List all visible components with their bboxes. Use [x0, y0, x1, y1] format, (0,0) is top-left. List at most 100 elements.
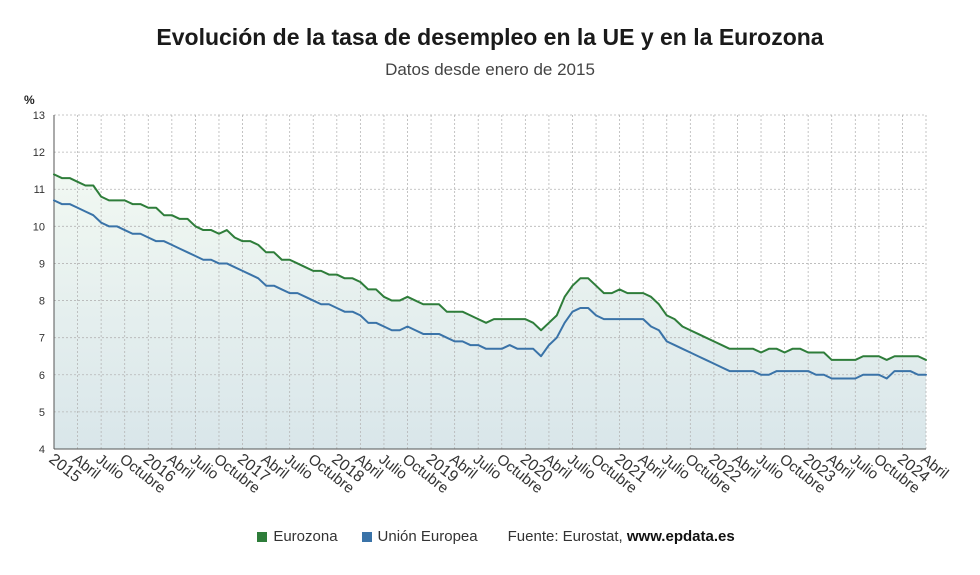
- data-point-union-europea: [131, 233, 133, 235]
- data-point-union-europea: [304, 296, 306, 298]
- data-point-union-europea: [367, 322, 369, 324]
- data-point-eurozona: [917, 355, 919, 357]
- data-point-union-europea: [791, 370, 793, 372]
- y-tick-label-7: 7: [39, 333, 45, 345]
- line-area-chart: % 456789101112132015AbrilJulioOctubre201…: [24, 93, 952, 497]
- data-point-union-europea: [901, 370, 903, 372]
- data-point-union-europea: [61, 203, 63, 205]
- data-point-union-europea: [147, 236, 149, 238]
- data-point-union-europea: [344, 311, 346, 313]
- data-point-union-europea: [587, 307, 589, 309]
- legend-swatch-union-europea: [361, 531, 372, 542]
- data-point-union-europea: [336, 307, 338, 309]
- data-point-union-europea: [674, 344, 676, 346]
- data-point-eurozona: [697, 333, 699, 335]
- source-link[interactable]: www.epdata.es: [626, 528, 735, 545]
- chart-title: Evolución de la tasa de desempleo en la …: [156, 24, 824, 50]
- data-point-eurozona: [729, 348, 731, 350]
- data-point-eurozona: [870, 355, 872, 357]
- data-point-union-europea: [564, 322, 566, 324]
- data-point-union-europea: [878, 374, 880, 376]
- data-point-eurozona: [524, 318, 526, 320]
- data-point-union-europea: [666, 340, 668, 342]
- source-credit: Fuente: Eurostat, www.epdata.es: [508, 528, 735, 545]
- data-point-union-europea: [744, 370, 746, 372]
- data-point-eurozona: [815, 351, 817, 353]
- data-point-union-europea: [650, 325, 652, 327]
- data-point-union-europea: [925, 374, 927, 376]
- data-point-eurozona: [642, 292, 644, 294]
- data-point-union-europea: [626, 318, 628, 320]
- data-point-union-europea: [84, 210, 86, 212]
- data-point-eurozona: [854, 359, 856, 361]
- data-point-union-europea: [783, 370, 785, 372]
- data-point-union-europea: [108, 225, 110, 227]
- data-point-union-europea: [619, 318, 621, 320]
- legend-swatch-eurozona: [257, 531, 268, 542]
- data-point-union-europea: [446, 337, 448, 339]
- y-tick-label-8: 8: [39, 296, 45, 308]
- data-point-union-europea: [477, 344, 479, 346]
- data-point-union-europea: [92, 214, 94, 216]
- data-point-eurozona: [312, 270, 314, 272]
- legend-label-eurozona: Eurozona: [273, 528, 338, 545]
- data-point-union-europea: [265, 285, 267, 287]
- data-point-eurozona: [194, 225, 196, 227]
- data-point-union-europea: [422, 333, 424, 335]
- data-point-eurozona: [862, 355, 864, 357]
- data-point-eurozona: [721, 344, 723, 346]
- series-line-union-europea: [53, 199, 927, 380]
- data-point-union-europea: [556, 337, 558, 339]
- data-point-union-europea: [768, 374, 770, 376]
- legend-item-union-europea: Unión Europea: [361, 528, 478, 545]
- data-point-eurozona: [328, 273, 330, 275]
- data-point-eurozona: [823, 351, 825, 353]
- data-point-eurozona: [713, 340, 715, 342]
- data-point-union-europea: [438, 333, 440, 335]
- data-point-union-europea: [163, 240, 165, 242]
- data-point-eurozona: [469, 314, 471, 316]
- data-point-union-europea: [351, 311, 353, 313]
- data-point-union-europea: [493, 348, 495, 350]
- data-point-eurozona: [909, 355, 911, 357]
- data-point-union-europea: [689, 351, 691, 353]
- data-point-union-europea: [846, 377, 848, 379]
- data-point-eurozona: [179, 218, 181, 220]
- data-point-eurozona: [509, 318, 511, 320]
- data-point-union-europea: [194, 255, 196, 257]
- data-point-eurozona: [61, 177, 63, 179]
- data-point-eurozona: [383, 296, 385, 298]
- data-point-union-europea: [579, 307, 581, 309]
- data-point-eurozona: [901, 355, 903, 357]
- y-tick-label-13: 13: [33, 110, 45, 122]
- data-point-eurozona: [391, 299, 393, 301]
- data-point-eurozona: [477, 318, 479, 320]
- data-point-eurozona: [320, 270, 322, 272]
- data-point-union-europea: [634, 318, 636, 320]
- data-point-union-europea: [917, 374, 919, 376]
- data-point-eurozona: [84, 184, 86, 186]
- y-axis-unit-label: %: [24, 93, 35, 107]
- data-point-union-europea: [281, 288, 283, 290]
- data-point-union-europea: [886, 377, 888, 379]
- data-point-union-europea: [705, 359, 707, 361]
- data-point-union-europea: [249, 273, 251, 275]
- data-point-union-europea: [642, 318, 644, 320]
- data-point-union-europea: [461, 340, 463, 342]
- data-point-eurozona: [438, 303, 440, 305]
- data-point-eurozona: [807, 351, 809, 353]
- data-point-union-europea: [540, 355, 542, 357]
- data-point-eurozona: [163, 214, 165, 216]
- data-point-union-europea: [807, 370, 809, 372]
- data-point-eurozona: [234, 236, 236, 238]
- data-point-union-europea: [823, 374, 825, 376]
- data-point-union-europea: [273, 285, 275, 287]
- data-point-eurozona: [548, 322, 550, 324]
- data-point-union-europea: [226, 262, 228, 264]
- data-point-union-europea: [171, 244, 173, 246]
- data-point-eurozona: [92, 184, 94, 186]
- data-point-eurozona: [493, 318, 495, 320]
- data-point-eurozona: [736, 348, 738, 350]
- data-point-union-europea: [532, 348, 534, 350]
- data-point-union-europea: [501, 348, 503, 350]
